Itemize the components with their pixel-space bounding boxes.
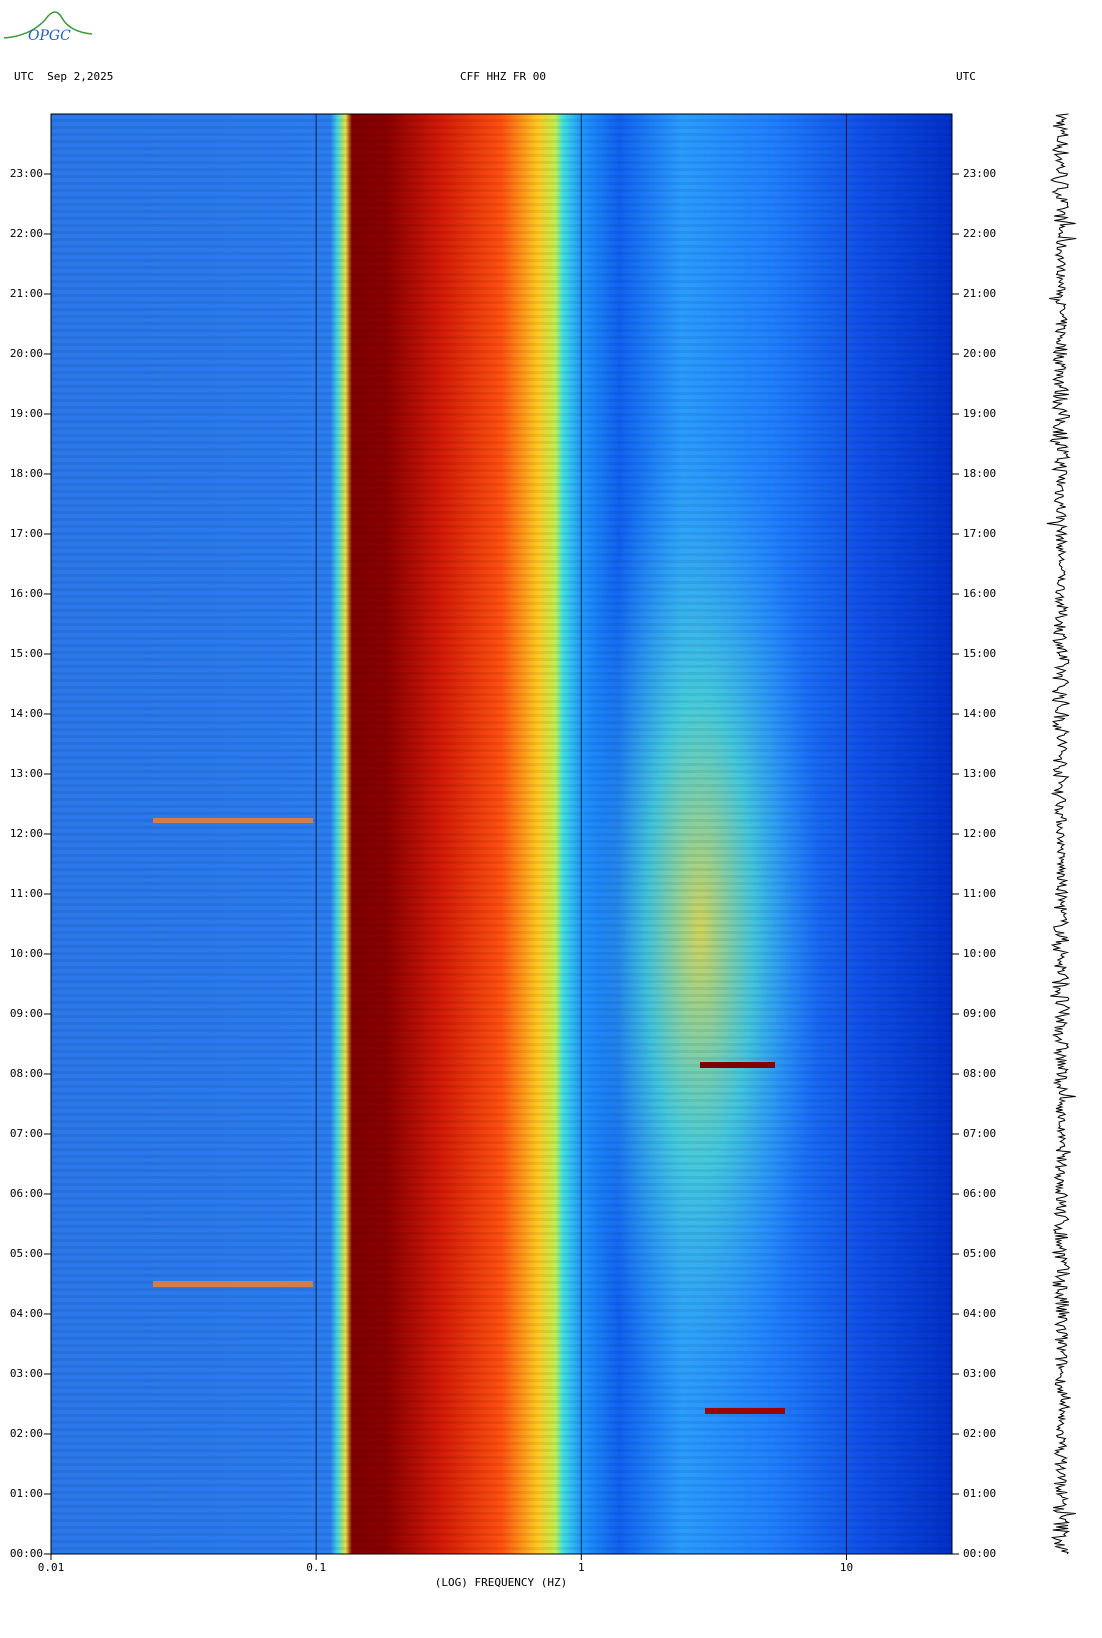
y-tick-label: 07:00 bbox=[10, 1127, 43, 1140]
y-tick-label: 17:00 bbox=[10, 527, 43, 540]
y-tick-label: 10:00 bbox=[963, 947, 996, 960]
logo-text: OPGC bbox=[28, 28, 71, 44]
y-tick-label: 08:00 bbox=[10, 1067, 43, 1080]
y-tick-label: 23:00 bbox=[10, 167, 43, 180]
y-tick-label: 04:00 bbox=[963, 1307, 996, 1320]
y-tick-label: 01:00 bbox=[963, 1487, 996, 1500]
y-tick-label: 12:00 bbox=[10, 827, 43, 840]
y-tick-label: 23:00 bbox=[963, 167, 996, 180]
y-tick-label: 13:00 bbox=[10, 767, 43, 780]
y-tick-label: 18:00 bbox=[10, 467, 43, 480]
y-tick-label: 02:00 bbox=[10, 1427, 43, 1440]
y-tick-label: 15:00 bbox=[963, 647, 996, 660]
y-tick-label: 02:00 bbox=[963, 1427, 996, 1440]
y-tick-label: 05:00 bbox=[963, 1247, 996, 1260]
x-tick-label: 1 bbox=[578, 1561, 585, 1574]
y-tick-label: 16:00 bbox=[963, 587, 996, 600]
x-tick-label: 0.1 bbox=[306, 1561, 326, 1574]
chart-title: CFF HHZ FR 00 bbox=[460, 70, 546, 83]
y-tick-label: 21:00 bbox=[963, 287, 996, 300]
x-tick-label: 10 bbox=[840, 1561, 853, 1574]
y-tick-label: 13:00 bbox=[963, 767, 996, 780]
y-tick-label: 14:00 bbox=[963, 707, 996, 720]
y-tick-label: 17:00 bbox=[963, 527, 996, 540]
y-tick-label: 16:00 bbox=[10, 587, 43, 600]
y-tick-label: 09:00 bbox=[10, 1007, 43, 1020]
y-tick-label: 07:00 bbox=[963, 1127, 996, 1140]
y-tick-label: 20:00 bbox=[963, 347, 996, 360]
x-tick-label: 0.01 bbox=[38, 1561, 65, 1574]
y-tick-label: 08:00 bbox=[963, 1067, 996, 1080]
y-tick-label: 14:00 bbox=[10, 707, 43, 720]
right-label: UTC bbox=[956, 70, 976, 83]
y-tick-label: 18:00 bbox=[963, 467, 996, 480]
spectrogram-image bbox=[51, 114, 952, 1554]
y-tick-label: 12:00 bbox=[963, 827, 996, 840]
y-tick-label: 03:00 bbox=[10, 1367, 43, 1380]
y-tick-label: 06:00 bbox=[963, 1187, 996, 1200]
y-tick-label: 22:00 bbox=[963, 227, 996, 240]
y-tick-label: 09:00 bbox=[963, 1007, 996, 1020]
y-tick-label: 11:00 bbox=[963, 887, 996, 900]
y-tick-label: 03:00 bbox=[963, 1367, 996, 1380]
x-axis-label: (LOG) FREQUENCY (HZ) bbox=[435, 1576, 567, 1589]
y-tick-label: 19:00 bbox=[10, 407, 43, 420]
y-tick-label: 05:00 bbox=[10, 1247, 43, 1260]
logo: OPGC bbox=[3, 11, 93, 44]
y-tick-label: 04:00 bbox=[10, 1307, 43, 1320]
y-tick-label: 20:00 bbox=[10, 347, 43, 360]
y-tick-label: 19:00 bbox=[963, 407, 996, 420]
y-tick-label: 01:00 bbox=[10, 1487, 43, 1500]
y-tick-label: 06:00 bbox=[10, 1187, 43, 1200]
y-tick-label: 21:00 bbox=[10, 287, 43, 300]
y-tick-label: 10:00 bbox=[10, 947, 43, 960]
left-label: UTC Sep 2,2025 bbox=[14, 70, 113, 83]
seismogram-trace bbox=[1046, 113, 1077, 1555]
y-tick-label: 00:00 bbox=[10, 1547, 43, 1560]
y-tick-label: 15:00 bbox=[10, 647, 43, 660]
y-tick-label: 00:00 bbox=[963, 1547, 996, 1560]
y-tick-label: 11:00 bbox=[10, 887, 43, 900]
y-tick-label: 22:00 bbox=[10, 227, 43, 240]
